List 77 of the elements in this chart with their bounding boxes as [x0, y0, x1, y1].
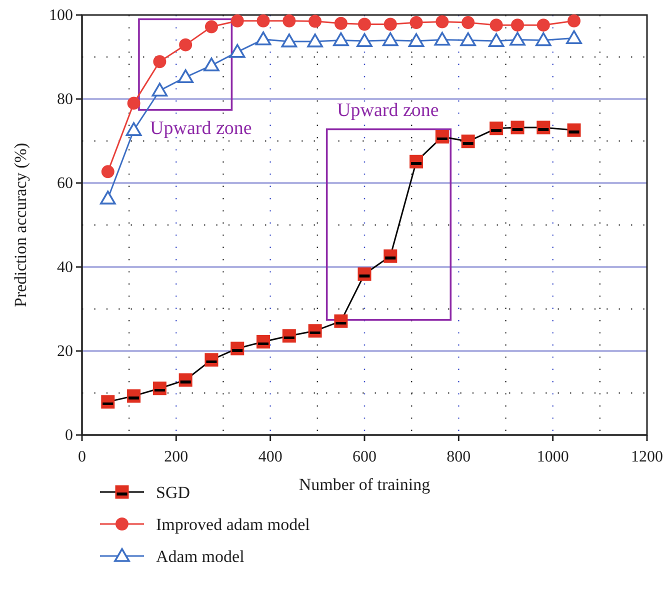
point	[282, 14, 296, 28]
point	[178, 373, 192, 387]
point	[460, 32, 476, 46]
point	[566, 30, 582, 44]
x-axis-title: Number of training	[298, 475, 431, 494]
point	[358, 18, 371, 31]
point	[204, 58, 220, 72]
point	[408, 33, 424, 47]
x-tick-label: 800	[446, 448, 471, 466]
x-tick-label: 200	[164, 448, 188, 466]
point	[308, 324, 322, 338]
point	[435, 130, 449, 144]
y-tick-label: 40	[57, 259, 73, 276]
point	[204, 353, 218, 367]
point	[488, 33, 504, 47]
point	[126, 122, 142, 136]
annotation: Upward zone	[150, 118, 252, 139]
y-tick-label: 80	[57, 91, 73, 108]
point	[256, 14, 270, 28]
point	[153, 55, 166, 68]
point	[462, 16, 475, 30]
annotation: Upward zone	[337, 100, 439, 121]
y-axis-title: Prediction accuracy (%)	[11, 142, 30, 308]
point	[127, 389, 141, 403]
point	[333, 32, 349, 46]
point	[567, 123, 581, 137]
y-tick-label: 0	[65, 427, 73, 444]
legend-label: Adam model	[156, 547, 245, 566]
point	[410, 154, 424, 168]
point	[307, 34, 323, 48]
x-tick-label: 1200	[631, 448, 663, 466]
point	[410, 16, 423, 30]
point	[490, 18, 503, 32]
x-tick-label: 1000	[536, 448, 569, 466]
point	[510, 32, 526, 46]
y-tick-label: 20	[57, 343, 73, 360]
point	[382, 32, 398, 46]
point	[358, 267, 372, 281]
point	[384, 249, 398, 263]
point	[308, 14, 322, 28]
point	[461, 134, 475, 148]
point	[334, 314, 348, 328]
point	[127, 96, 140, 110]
point	[100, 190, 116, 204]
point	[511, 18, 524, 32]
point	[179, 38, 192, 52]
point	[434, 32, 450, 46]
point	[101, 165, 114, 178]
point	[356, 33, 372, 47]
point	[204, 20, 218, 34]
point	[152, 82, 168, 96]
point	[101, 395, 115, 409]
point	[256, 335, 270, 349]
point	[490, 122, 504, 136]
legend-label: Improved adam model	[156, 515, 310, 534]
point	[282, 329, 296, 343]
point	[436, 15, 449, 28]
x-tick-label: 0	[78, 448, 86, 466]
point	[178, 69, 194, 84]
point	[568, 14, 581, 28]
point	[255, 31, 272, 46]
y-tick-label: 100	[49, 7, 73, 24]
y-tick-label: 60	[57, 175, 73, 192]
legend-label: SGD	[156, 483, 190, 502]
point	[384, 18, 397, 31]
point	[281, 34, 298, 48]
point	[230, 14, 244, 28]
x-tick-label: 400	[258, 448, 282, 466]
point	[536, 120, 550, 134]
x-tick-label: 600	[352, 448, 376, 466]
point	[229, 44, 246, 58]
point	[510, 120, 524, 134]
point	[536, 18, 550, 32]
point	[334, 16, 348, 30]
point	[536, 32, 552, 46]
point	[230, 342, 244, 356]
point	[152, 382, 166, 396]
